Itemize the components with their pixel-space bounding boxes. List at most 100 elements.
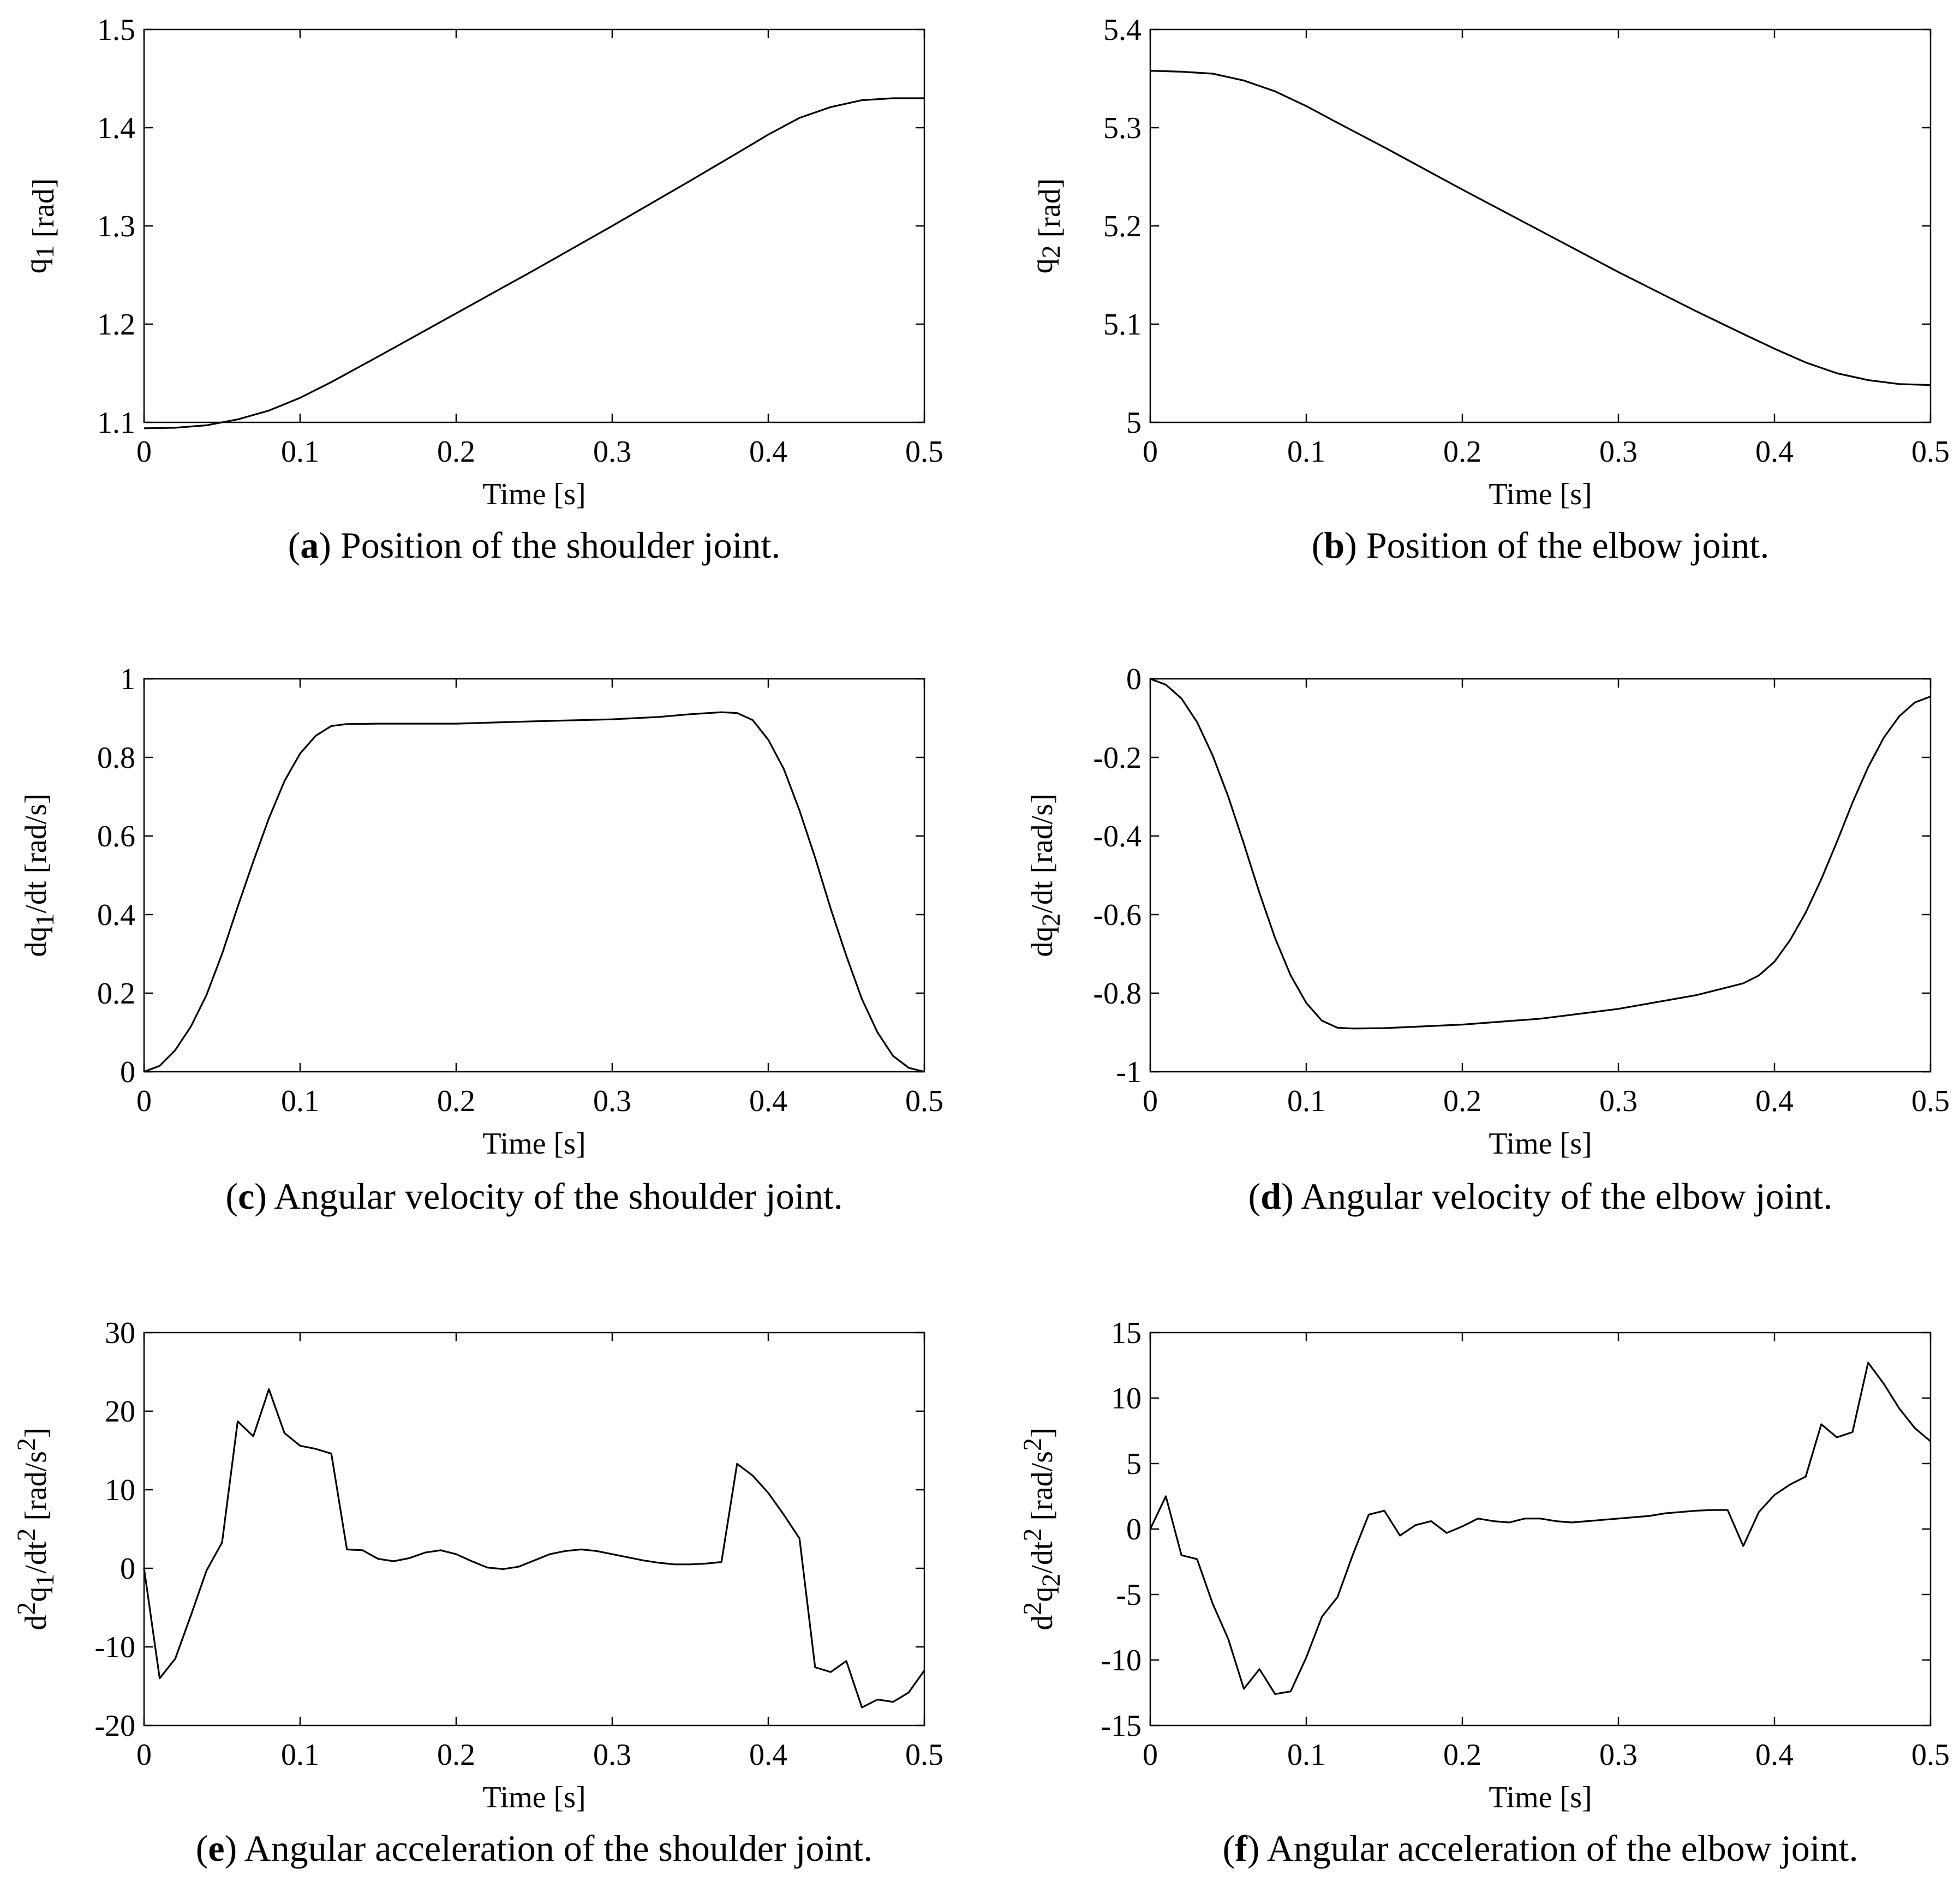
panel-b: 0 0.1 0.2 0.3 0.4 0.5 5 5.1 5.2 5.3 5.4 Time [s] q2 … [1025,13,1950,566]
y-tick-label: 15 [1111,1316,1142,1350]
x-tick-label: 0.1 [1287,1738,1325,1772]
panel-c: 0 0.1 0.2 0.3 0.4 0.5 0 0.2 0.4 0.6 0.8 1 Time [s] dq… [19,662,943,1217]
y-tick-label: 1.1 [97,406,135,440]
series-line [143,1388,925,1709]
panel-f: 0 0.1 0.2 0.3 0.4 0.5 -15 -10 -5 0 5 10 15 Time [s] d2… [1018,1316,1950,1869]
y-tick-label: 5 [1126,1447,1142,1481]
x-tick-label: 0 [136,435,152,469]
x-tick-label: 0.2 [437,1084,475,1118]
y-axis-label: d2q2/dt2 [rad/s2] [1018,1428,1066,1630]
x-tick-label: 0.5 [905,1084,943,1118]
y-tick-label: -5 [1116,1578,1142,1612]
x-tick-label: 0.1 [1287,1084,1325,1118]
panel-caption: (c) Angular velocity of the shoulder joi… [225,1175,842,1217]
y-tick-label: 0.6 [97,820,135,853]
y-tick-label: -10 [1101,1644,1142,1677]
panel-caption: (d) Angular velocity of the elbow joint. [1248,1175,1833,1217]
x-tick-label: 0.1 [281,435,319,469]
x-tick-label: 0.3 [1599,435,1638,469]
panel-e: 0 0.1 0.2 0.3 0.4 0.5 -20 -10 0 10 20 30 Time [s] d2q… [12,1316,943,1869]
x-tick-label: 0.4 [1755,1084,1794,1118]
panel-a: 0 0.1 0.2 0.3 0.4 0.5 1.1 1.2 1.3 1.4 1.5 Time [s] q… [19,13,943,566]
y-tick-label: 5.3 [1103,111,1142,145]
x-tick-label: 0.3 [1599,1738,1638,1772]
x-tick-label: 0 [1143,1084,1158,1118]
x-tick-label: 0.3 [593,1084,631,1118]
y-tick-label: 0.4 [97,898,135,932]
x-axis-label: Time [s] [1489,477,1592,511]
x-tick-label: 0.3 [1599,1084,1638,1118]
y-tick-label: 0.2 [97,977,135,1011]
y-tick-label: 5.1 [1103,308,1142,342]
y-tick-label: 5 [1126,406,1142,440]
y-tick-label: -0.8 [1093,977,1142,1011]
y-tick-label: 0.8 [97,741,135,775]
panel-caption: (e) Angular acceleration of the shoulder… [196,1828,873,1869]
y-tick-label: 30 [105,1316,135,1350]
x-tick-label: 0.5 [905,435,943,469]
y-tick-label: -15 [1101,1709,1142,1743]
x-axis-label: Time [s] [482,1127,585,1161]
x-tick-label: 0 [136,1084,152,1118]
y-tick-label: 1 [120,662,135,696]
y-tick-label: 0 [1126,1513,1142,1546]
axes-box [143,678,925,1073]
x-tick-label: 0.5 [1911,1738,1950,1772]
y-tick-label: -20 [94,1709,135,1743]
x-tick-label: 0.4 [1755,435,1794,469]
y-tick-label: 1.4 [97,111,135,145]
y-tick-label: -10 [94,1631,135,1664]
series-line [1149,1361,1932,1695]
y-tick-label: 0 [120,1552,135,1586]
y-tick-label: 5.2 [1103,210,1142,243]
x-tick-label: 0.2 [1443,435,1481,469]
y-axis-label: dq2/dt [rad/s] [1025,793,1066,957]
y-tick-label: 0 [120,1055,135,1089]
y-tick-label: 1.5 [97,13,135,47]
series-line [1150,678,1931,1030]
axes-box [1149,1331,1932,1727]
y-tick-label: 5.4 [1103,13,1142,47]
panel-caption: (a) Position of the shoulder joint. [288,524,781,566]
series-line [144,97,924,429]
x-tick-label: 0.4 [749,1084,787,1118]
axes-box [143,28,925,423]
axes-box [143,1331,925,1727]
y-tick-label: 1.2 [97,308,135,342]
y-axis-label: q2 [rad] [1025,178,1067,274]
y-tick-label: -0.2 [1093,741,1142,775]
x-tick-label: 0.1 [281,1738,319,1772]
x-tick-label: 0.1 [1287,435,1325,469]
x-tick-label: 0.2 [437,435,475,469]
x-tick-label: 0.5 [1911,1084,1950,1118]
panel-caption: (f) Angular acceleration of the elbow jo… [1222,1828,1858,1869]
x-axis-label: Time [s] [482,1781,585,1814]
x-tick-label: 0.4 [1755,1738,1794,1772]
y-axis-label: q1 [rad] [19,178,61,274]
x-tick-label: 0.3 [593,1738,631,1772]
x-axis-label: Time [s] [1489,1127,1592,1161]
y-tick-label: -0.4 [1093,820,1142,853]
y-tick-label: -1 [1116,1055,1142,1089]
x-axis-label: Time [s] [482,477,585,511]
y-tick-label: 10 [105,1473,135,1507]
y-axis-label: dq1/dt [rad/s] [19,793,59,957]
x-tick-label: 0.2 [1443,1738,1481,1772]
x-tick-label: 0.3 [593,435,631,469]
x-tick-label: 0 [136,1738,152,1772]
y-tick-label: 0 [1126,662,1142,696]
x-tick-label: 0.5 [1911,435,1950,469]
panel-d: 0 0.1 0.2 0.3 0.4 0.5 -1 -0.8 -0.6 -0.4 -0.2 0 Time … [1025,662,1950,1217]
series-line [144,711,925,1073]
y-tick-label: -0.6 [1093,898,1142,932]
y-axis-label: d2q1/dt2 [rad/s2] [12,1428,59,1630]
x-tick-label: 0 [1143,1738,1158,1772]
axes-box [1149,678,1932,1073]
x-tick-label: 0.4 [749,435,787,469]
x-tick-label: 0.5 [905,1738,943,1772]
x-tick-label: 0.2 [437,1738,475,1772]
x-tick-label: 0.2 [1443,1084,1481,1118]
y-tick-label: 10 [1111,1382,1142,1416]
x-tick-label: 0 [1143,435,1158,469]
